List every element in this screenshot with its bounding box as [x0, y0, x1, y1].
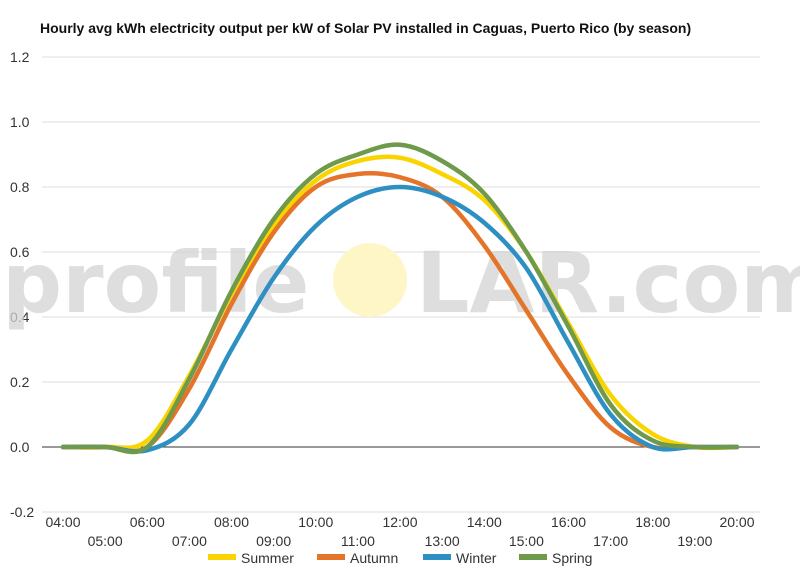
legend-swatch-autumn	[317, 554, 345, 560]
y-tick-label: 0.6	[10, 244, 30, 260]
legend-swatch-winter	[423, 554, 451, 560]
series-lines	[60, 142, 740, 455]
x-tick-label: 12:00	[382, 514, 417, 530]
x-tick-label: 04:00	[45, 514, 80, 530]
x-tick-label: 09:00	[256, 533, 291, 549]
y-axis-ticks: -0.2 0.0 0.2 0.4 0.6 0.8 1.0 1.2	[10, 49, 34, 520]
x-tick-label: 20:00	[719, 514, 754, 530]
legend-swatch-summer	[208, 554, 236, 560]
series-line-spring	[60, 142, 740, 455]
y-tick-label: 1.2	[10, 49, 30, 65]
series-line-autumn	[60, 171, 740, 454]
x-axis-ticks: 04:00 05:00 06:00 07:00 08:00 09:00 10:00 11:00…	[45, 514, 754, 549]
legend: Summer Autumn Winter Spring	[208, 550, 592, 566]
x-tick-label: 05:00	[88, 533, 123, 549]
y-tick-label: 0.0	[10, 439, 30, 455]
x-tick-label: 11:00	[341, 533, 375, 549]
x-tick-label: 14:00	[467, 514, 502, 530]
x-tick-label: 08:00	[214, 514, 249, 530]
legend-label: Winter	[456, 550, 497, 566]
x-tick-label: 19:00	[677, 533, 712, 549]
y-tick-label: 1.0	[10, 114, 30, 130]
y-tick-label: 0.2	[10, 374, 30, 390]
series-line-winter	[60, 184, 740, 454]
x-tick-label: 16:00	[551, 514, 586, 530]
legend-label: Autumn	[350, 550, 398, 566]
y-tick-label: 0.4	[10, 309, 30, 325]
legend-swatch-spring	[519, 554, 547, 560]
legend-label: Summer	[241, 550, 294, 566]
x-tick-label: 18:00	[635, 514, 670, 530]
x-tick-label: 15:00	[509, 533, 544, 549]
x-tick-label: 06:00	[130, 514, 165, 530]
y-tick-label: 0.8	[10, 179, 30, 195]
watermark-logo: profile LAR.com	[2, 234, 800, 332]
x-tick-label: 17:00	[593, 533, 628, 549]
legend-label: Spring	[552, 550, 592, 566]
x-tick-label: 10:00	[298, 514, 333, 530]
y-tick-label: -0.2	[10, 504, 34, 520]
x-tick-label: 07:00	[172, 533, 207, 549]
x-tick-label: 13:00	[425, 533, 460, 549]
watermark-suffix: LAR.com	[416, 234, 800, 332]
chart-title: Hourly avg kWh electricity output per kW…	[40, 20, 691, 36]
